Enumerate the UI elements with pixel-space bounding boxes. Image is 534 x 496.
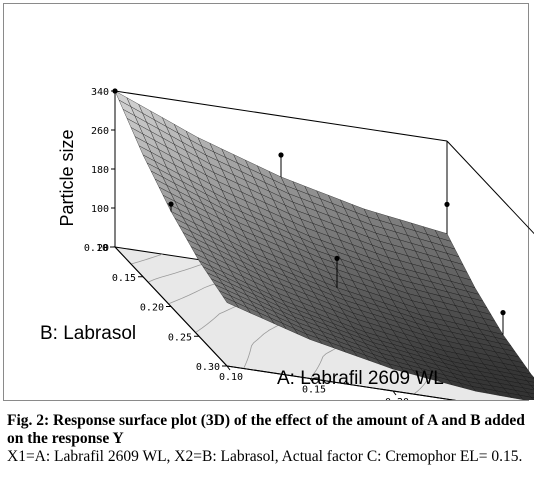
y-tick-label-4: 0.30 [196,362,220,373]
design-point-3 [334,255,340,261]
z-tick-label-1: 260 [91,126,109,137]
caption-detail: X1=A: Labrafil 2609 WL, X2=B: Labrasol, … [7,448,523,465]
x-tick-label-0: 0.10 [219,372,243,383]
z-tick-label-2: 180 [91,165,109,176]
z-axis-title: Particle size [57,129,77,226]
z-tick-label-4: 20 [97,243,109,254]
floor-contour-6 [130,253,163,265]
design-point-6 [444,201,450,207]
box-edge-back-top [114,90,448,142]
design-point-1 [278,152,284,158]
figure-caption: Fig. 2: Response surface plot (3D) of th… [7,412,529,466]
x-tick-label-2: 0.20 [385,397,409,400]
surface-patch-26-27 [530,397,534,400]
y-tick-label-1: 0.15 [112,273,136,284]
design-point-4 [500,310,506,316]
caption-title: Fig. 2: Response surface plot (3D) of th… [7,412,525,447]
surface-patch-25-27 [518,394,534,400]
surface-patch-26-25 [522,387,534,395]
x-tick-mark-0 [226,365,231,371]
y-tick-label-0: 0.10 [84,243,108,254]
y-tick-label-2: 0.20 [140,303,164,314]
x-tick-label-1: 0.15 [302,385,326,396]
x-tick-mark-1 [309,378,314,383]
surface-plot: 340260180100200.100.150.200.250.300.100.… [40,87,534,400]
surface-patch-27-22 [522,375,534,383]
surface-patch-27-21 [518,371,534,379]
y-tick-label-3: 0.25 [168,332,192,343]
box-edge-right-top [446,140,534,235]
z-tick-label-3: 100 [91,204,109,215]
x-tick-mark-2 [392,390,397,396]
surface-patch-27-23 [526,380,534,387]
surface-patch-26-24 [518,382,534,391]
surface-patch-26-26 [526,392,534,398]
y-axis-title: B: Labrasol [40,323,136,344]
z-tick-label-0: 340 [91,87,109,98]
x-axis-title: A: Labrafil 2609 WL [277,368,444,389]
design-point-2 [168,201,174,207]
